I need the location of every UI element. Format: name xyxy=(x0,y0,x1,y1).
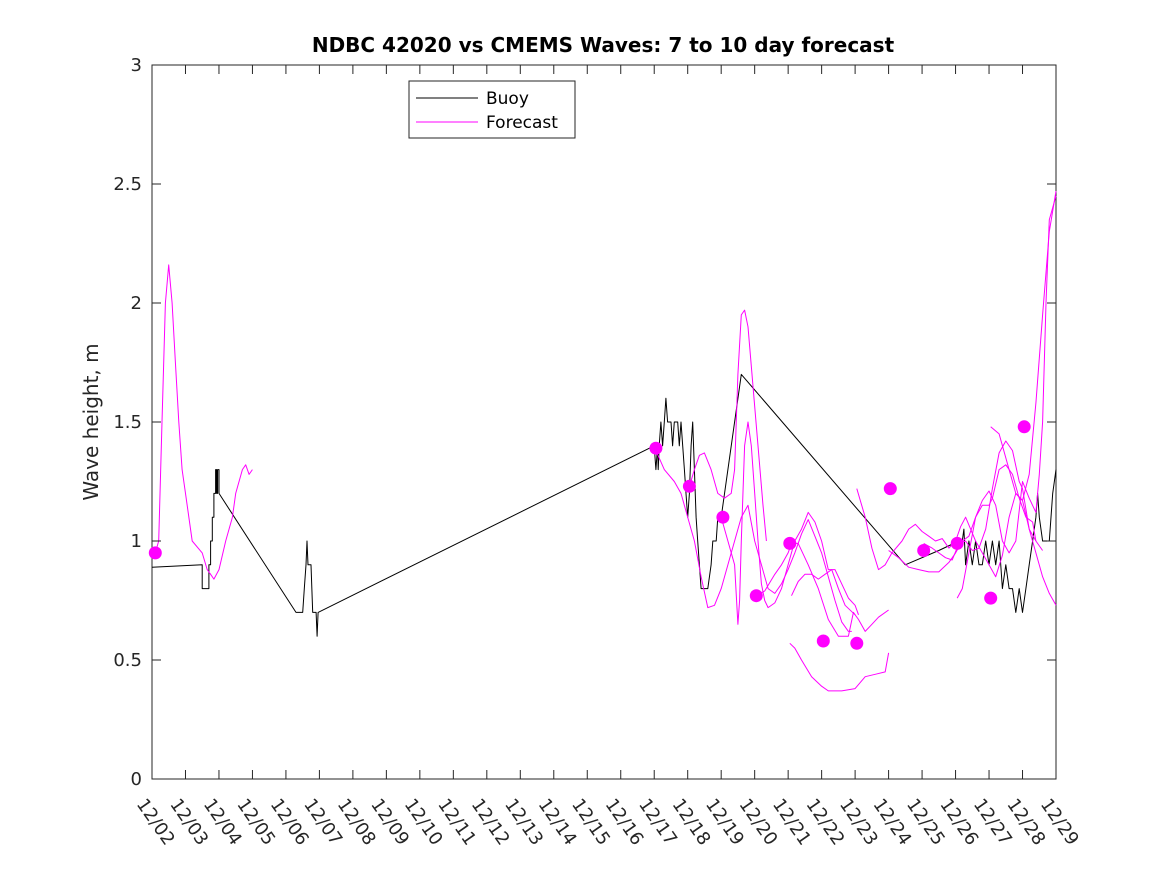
forecast-line xyxy=(791,569,856,616)
forecast-line xyxy=(655,450,852,632)
forecast-line xyxy=(990,191,1057,501)
chart-title: NDBC 42020 vs CMEMS Waves: 7 to 10 day f… xyxy=(312,33,895,57)
legend-forecast-label: Forecast xyxy=(486,113,558,133)
buoy-line xyxy=(151,373,1057,637)
y-tick-label: 3 xyxy=(131,55,142,76)
y-tick-label: 2 xyxy=(131,293,142,314)
forecast-start-marker xyxy=(816,634,830,648)
forecast-start-marker xyxy=(850,636,864,650)
legend: Buoy Forecast xyxy=(408,80,576,139)
marker-layer xyxy=(148,420,1031,650)
forecast-line xyxy=(688,309,767,542)
forecast-line xyxy=(888,195,1057,573)
forecast-start-marker xyxy=(148,546,162,560)
y-tick-label: 0 xyxy=(131,769,142,790)
y-tick-label: 1.5 xyxy=(113,412,142,433)
y-tick-label: 0.5 xyxy=(113,650,142,671)
forecast-start-marker xyxy=(716,510,730,524)
forecast-start-marker xyxy=(682,479,696,493)
plot-area xyxy=(151,64,1057,780)
forecast-start-marker xyxy=(883,482,897,496)
y-tick-label: 1 xyxy=(131,531,142,552)
forecast-start-marker xyxy=(950,536,964,550)
y-axis-label: Wave height, m xyxy=(79,343,103,500)
series-layer xyxy=(151,191,1057,692)
y-tick-label: 2.5 xyxy=(113,174,142,195)
forecast-start-marker xyxy=(649,441,663,455)
forecast-start-marker xyxy=(783,536,797,550)
forecast-line xyxy=(923,440,1044,561)
forecast-start-marker xyxy=(1017,420,1031,434)
forecast-line xyxy=(956,464,1037,599)
forecast-line xyxy=(756,542,889,637)
forecast-start-marker xyxy=(917,544,931,557)
forecast-start-marker xyxy=(984,591,998,605)
forecast-start-marker xyxy=(749,589,763,603)
forecast-line xyxy=(789,642,890,692)
forecast-line xyxy=(154,264,253,580)
legend-buoy-label: Buoy xyxy=(486,89,529,109)
legend-box xyxy=(408,80,576,139)
